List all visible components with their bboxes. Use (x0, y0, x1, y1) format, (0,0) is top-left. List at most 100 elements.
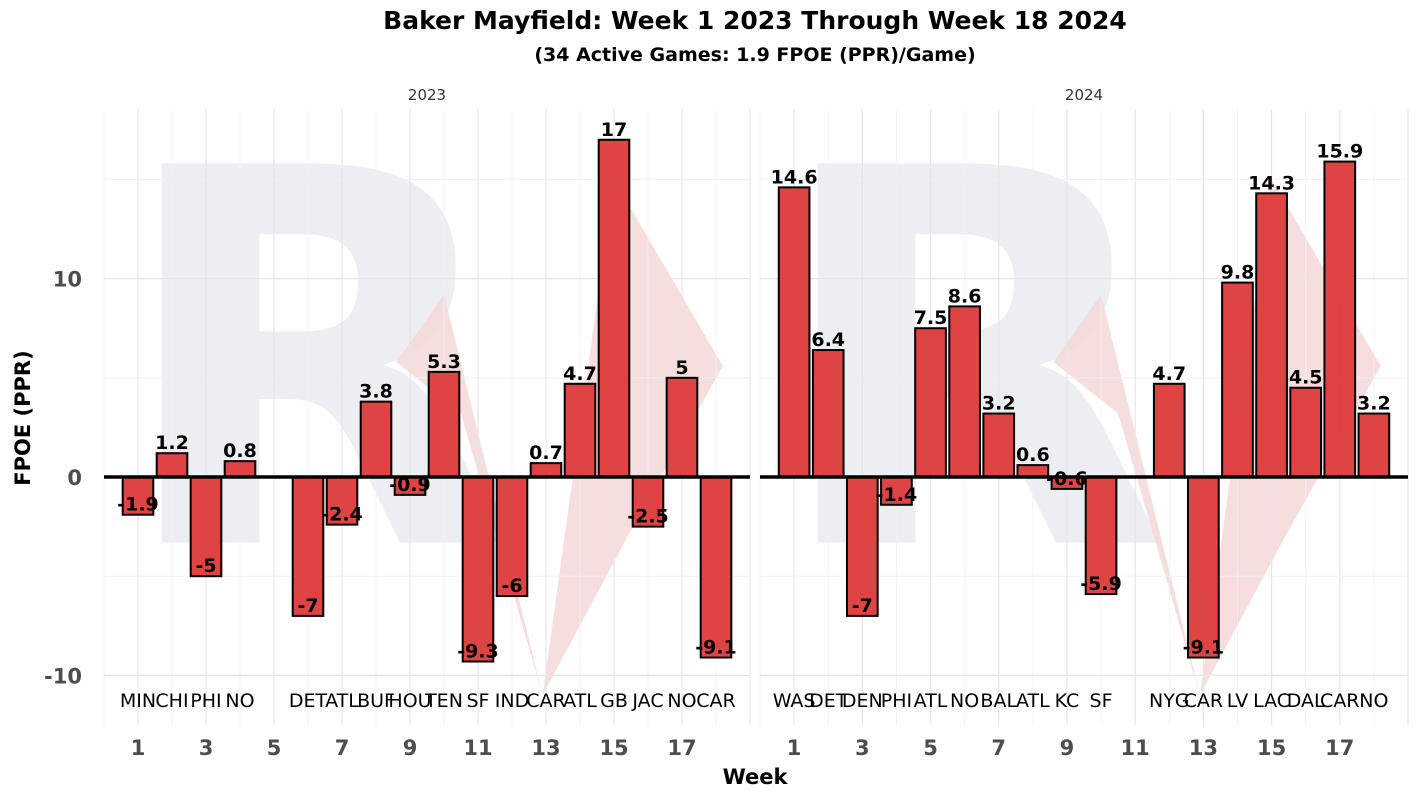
opponent-label: DAL (1287, 690, 1325, 712)
bar (1289, 386, 1323, 479)
data-label: 3.2 (1357, 393, 1391, 415)
bar (1016, 464, 1050, 479)
opponent-label: LV (1227, 690, 1249, 712)
facet-label: 2024 (1065, 86, 1103, 104)
data-label: -0.6 (1046, 468, 1088, 490)
x-tick-label: 9 (1060, 736, 1075, 760)
bar (914, 327, 947, 479)
data-label: 0.8 (223, 440, 257, 462)
opponent-label: KC (1055, 690, 1080, 712)
y-axis-title: FPOE (PPR) (11, 350, 35, 485)
opponent-label: GB (600, 690, 628, 712)
opponent-label: PHI (881, 690, 912, 712)
opponent-label: ATL (563, 690, 597, 712)
bar (1187, 476, 1220, 659)
panel-2023: R 2023 -1.9 MIN 1.2 CHI -5 PHI 0.8 NO -7 DET -2.4 ATL… (103, 86, 751, 760)
data-label: 6.4 (811, 329, 845, 351)
opponent-label: LAC (1253, 690, 1290, 712)
opponent-label: CAR (1184, 690, 1223, 712)
x-tick-label: 1 (131, 736, 146, 760)
data-label: 7.5 (914, 307, 948, 329)
data-label: 15.9 (1316, 141, 1363, 163)
data-label: -1.4 (876, 484, 918, 506)
bars: 14.6 WAS 6.4 DET -7 DEN -1.4 PHI 7.5 ATL 8.6 NO 3.2 B… (771, 141, 1391, 712)
bar (948, 305, 981, 479)
opponent-label: NYG (1149, 690, 1190, 712)
data-label: -9.1 (1183, 637, 1225, 659)
x-tick-label: 15 (599, 736, 628, 760)
opponent-label: NO (225, 690, 254, 712)
bar (427, 370, 461, 479)
x-tick-label: 7 (335, 736, 350, 760)
data-label: 3.8 (359, 381, 393, 403)
bar (1152, 382, 1186, 479)
bar (699, 476, 733, 659)
bar (597, 138, 631, 479)
x-tick-label: 7 (991, 736, 1006, 760)
x-tick-label: 15 (1257, 736, 1286, 760)
opponent-label: IND (495, 690, 529, 712)
data-label: -7 (852, 595, 873, 617)
opponent-label: ATL (325, 690, 359, 712)
bar (359, 400, 393, 479)
data-label: -2.4 (321, 504, 363, 526)
opponent-label: MIN (120, 690, 156, 712)
opponent-label: ATL (914, 690, 948, 712)
chart-subtitle: (34 Active Games: 1.9 FPOE (PPR)/Game) (534, 44, 975, 66)
y-tick-label: 0 (67, 466, 82, 490)
bar (563, 382, 597, 479)
bar (461, 476, 495, 663)
bar (529, 462, 563, 479)
opponent-label: BAL (980, 690, 1017, 712)
y-tick-label: 10 (53, 268, 82, 292)
bar (325, 476, 359, 526)
data-label: -5 (195, 555, 216, 577)
opponent-label: DET (809, 690, 848, 712)
data-label: 17 (601, 119, 627, 141)
bars: -1.9 MIN 1.2 CHI -5 PHI 0.8 NO -7 DET -2.4 ATL 3.8 BU… (117, 119, 737, 712)
x-tick-label: 1 (787, 736, 802, 760)
data-label: -6 (501, 575, 522, 597)
x-tick-label: 13 (531, 736, 560, 760)
opponent-label: CHI (155, 690, 188, 712)
bar (1323, 160, 1357, 479)
x-tick-label: 11 (1121, 736, 1150, 760)
data-label: -9.1 (695, 637, 737, 659)
y-tick-label: -10 (44, 664, 82, 688)
data-label: 8.6 (948, 285, 982, 307)
opponent-label: NO (1359, 690, 1388, 712)
opponent-label: BUF (357, 690, 395, 712)
bar (1084, 476, 1118, 596)
opponent-label: SF (1090, 690, 1113, 712)
data-label: 4.5 (1289, 367, 1323, 389)
bar (631, 476, 665, 528)
data-label: 3.2 (982, 393, 1016, 415)
bar (777, 186, 811, 479)
data-label: 0.6 (1016, 444, 1050, 466)
bar (1255, 192, 1288, 479)
opponent-label: NO (667, 690, 696, 712)
opponent-label: HOU (388, 690, 431, 712)
x-tick-label: 13 (1189, 736, 1218, 760)
data-label: 9.8 (1221, 262, 1255, 284)
opponent-label: CAR (1320, 690, 1359, 712)
x-tick-label: 17 (1325, 736, 1354, 760)
flag-shape (542, 179, 723, 696)
data-label: 0.7 (529, 442, 563, 464)
opponent-label: NO (950, 690, 979, 712)
data-label: 14.6 (771, 166, 818, 188)
bar (880, 476, 913, 506)
x-tick-label: 9 (403, 736, 418, 760)
watermark: R (114, 110, 723, 696)
opponent-label: DEN (842, 690, 883, 712)
opponent-label: DET (289, 690, 328, 712)
data-label: 5 (675, 357, 688, 379)
bar (189, 476, 223, 578)
bar (665, 376, 699, 479)
data-label: 1.2 (155, 432, 189, 454)
bar (982, 412, 1016, 479)
opponent-label: JAC (631, 690, 663, 712)
data-label: -9.3 (457, 641, 499, 663)
x-tick-label: 11 (463, 736, 492, 760)
opponent-label: WAS (773, 690, 816, 712)
